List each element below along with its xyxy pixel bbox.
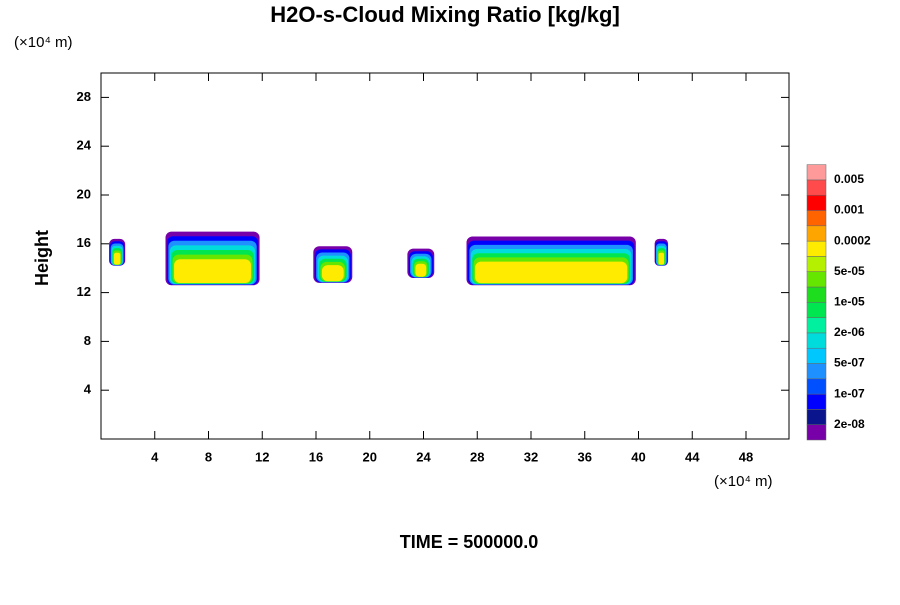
- cloud: [466, 236, 636, 286]
- y-tick-label: 12: [77, 284, 91, 299]
- cloud: [109, 238, 126, 266]
- x-tick-label: 20: [363, 449, 377, 464]
- x-unit: (×10⁴ m): [714, 473, 773, 490]
- y-tick-label: 8: [84, 333, 91, 348]
- colorbar-label: 0.0002: [834, 233, 871, 247]
- colorbar-box: [806, 164, 827, 181]
- colorbar-box: [806, 210, 827, 227]
- cloud: [654, 238, 669, 266]
- colorbar-label: 1e-07: [834, 386, 865, 400]
- colorbar-label: 2e-08: [834, 417, 865, 431]
- cloud-layer: [415, 263, 427, 277]
- colorbar-label: 0.001: [834, 203, 864, 217]
- cloud: [313, 246, 353, 283]
- cloud: [407, 248, 435, 278]
- colorbar-box: [806, 378, 827, 395]
- colorbar-box: [806, 347, 827, 364]
- colorbar-box: [806, 302, 827, 318]
- colorbar-box: [806, 332, 827, 349]
- x-tick-label: 48: [739, 449, 753, 464]
- cloud-layer: [475, 261, 628, 284]
- colorbar-box: [806, 179, 827, 196]
- colorbar-label: 5e-07: [834, 356, 865, 370]
- cloud: [165, 231, 260, 286]
- colorbar-box: [806, 256, 827, 272]
- plot-area: [109, 231, 669, 286]
- y-unit: (×10⁴ m): [14, 34, 73, 51]
- x-tick-label: 40: [631, 449, 645, 464]
- colorbar-box: [806, 225, 827, 242]
- y-tick-label: 20: [77, 186, 91, 201]
- y-tick-label: 4: [84, 382, 92, 397]
- x-tick-label: 28: [470, 449, 484, 464]
- colorbar-label: 5e-05: [834, 264, 865, 278]
- colorbar-box: [806, 317, 827, 334]
- colorbar-box: [806, 194, 827, 211]
- y-tick-label: 28: [77, 89, 91, 104]
- y-tick-label: 24: [77, 138, 92, 153]
- cloud-layer: [174, 259, 251, 283]
- colorbar-box: [806, 286, 827, 303]
- x-tick-label: 24: [416, 449, 431, 464]
- cloud-layer: [321, 265, 344, 282]
- colorbar-label: 2e-06: [834, 325, 865, 339]
- colorbar-box: [806, 240, 827, 257]
- y-axis-label: Height: [32, 230, 52, 286]
- x-tick-label: 32: [524, 449, 538, 464]
- colorbar-box: [806, 363, 827, 380]
- colorbar-label: 0.005: [834, 172, 864, 186]
- x-tick-label: 16: [309, 449, 323, 464]
- time-label: TIME = 500000.0: [400, 532, 539, 552]
- x-tick-label: 44: [685, 449, 700, 464]
- x-tick-label: 8: [205, 449, 212, 464]
- x-tick-label: 12: [255, 449, 269, 464]
- colorbar-box: [806, 393, 827, 410]
- chart-title: H2O-s-Cloud Mixing Ratio [kg/kg]: [270, 2, 620, 27]
- colorbar-box: [806, 424, 827, 441]
- cloud-layer: [658, 252, 665, 265]
- y-tick-label: 16: [77, 235, 91, 250]
- x-tick-label: 36: [578, 449, 592, 464]
- colorbar-box: [806, 409, 827, 425]
- colorbar-label: 1e-05: [834, 294, 865, 308]
- cloud-layer: [113, 252, 121, 265]
- x-tick-label: 4: [151, 449, 159, 464]
- colorbar-box: [806, 271, 827, 288]
- plot-frame: [100, 72, 790, 440]
